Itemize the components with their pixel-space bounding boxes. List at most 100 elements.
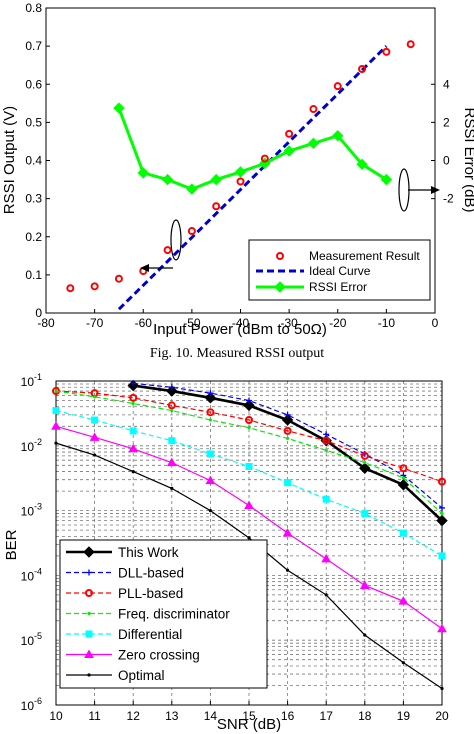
rssi-y-tick-label: 0: [35, 306, 42, 320]
measurement-point: [358, 65, 367, 73]
output-axis-arrowhead: [140, 264, 149, 272]
rssi-y-tick-label: 0.7: [25, 39, 42, 53]
measurement-point: [260, 154, 269, 163]
ber-series-point: [247, 426, 251, 430]
ber-series-point: [363, 461, 367, 465]
rssi-x-tick-label: -60: [135, 316, 153, 330]
rssi-error-point: [186, 183, 198, 195]
ber-x-tick-label: 18: [358, 709, 372, 723]
ber-legend-label: Freq. discriminator: [118, 607, 230, 622]
ber-series: [51, 379, 448, 691]
rssi-axis-ticks: -80 -70 -60 -50 -40 -30 -20 -10 000.10.20.30.40.…: [25, 1, 454, 330]
rssi-y-tick-label: 0.5: [25, 115, 42, 129]
ber-chart: 10 11 12 13 14 15 16 17 18 19 2010-610-510-410-310…: [3, 372, 449, 733]
ber-series-point: [170, 408, 174, 413]
ber-series-point: [168, 384, 175, 391]
ber-series-point: [438, 552, 446, 560]
rssi-y-tick-label: 0.1: [25, 268, 42, 282]
ber-series-point: [128, 443, 139, 453]
ber-y-tick-label-base: 10: [21, 699, 35, 713]
ber-y-tick-label-base: 10: [21, 569, 35, 583]
ber-y-tick-label-exponent: -5: [34, 631, 42, 641]
measurement-point: [187, 227, 196, 236]
rssi-y-tick-label: 0.6: [25, 77, 42, 91]
ber-series-point: [284, 411, 291, 418]
ber-x-tick-label: 11: [88, 709, 101, 723]
rssi-y2-tick-label: 2: [443, 115, 450, 129]
ber-legend-label: PLL-based: [118, 586, 183, 601]
ber-series-point: [207, 390, 214, 397]
rssi-error-point: [307, 137, 320, 150]
measurement-point: [285, 129, 294, 138]
rssi-x-tick-label: -50: [183, 316, 201, 330]
ber-legend-label: Optimal: [118, 668, 165, 683]
rssi-error-point: [234, 166, 247, 178]
ber-x-tick-label: 13: [165, 709, 179, 723]
ber-series-point: [131, 401, 135, 406]
ber-series-point: [246, 397, 252, 404]
ber-series-point: [243, 399, 255, 412]
ber-series-point: [281, 414, 294, 426]
measurement-point: [382, 47, 391, 56]
ideal-curve-line: [117, 45, 388, 311]
ber-y-tick-label-base: 10: [21, 440, 35, 454]
ber-series-point: [321, 553, 332, 563]
ber-legend-label: DLL-based: [118, 566, 184, 581]
ber-legend-marker: [86, 569, 92, 576]
measurement-point: [309, 105, 318, 114]
ber-x-tick-label: 14: [204, 709, 218, 723]
ber-series-point: [282, 528, 293, 537]
ber-legend-marker: [83, 546, 95, 558]
ber-x-axis-label: SNR (dB): [217, 716, 281, 733]
ber-x-tick-label: 20: [435, 709, 449, 723]
rssi-y-tick-label: 0.4: [25, 154, 42, 168]
ber-y-tick-label-base: 10: [21, 634, 35, 648]
ber-series-point: [93, 395, 97, 399]
rssi-chart: -80 -70 -60 -50 -40 -30 -20 -10 000.10.20.30.40.…: [1, 1, 474, 338]
rssi-error-point: [210, 173, 222, 186]
ber-series-point: [54, 441, 58, 445]
ber-y-tick-label-exponent: -1: [34, 372, 42, 382]
ber-series-point: [131, 469, 135, 474]
error-axis-ellipse: [398, 168, 410, 212]
ber-series-point: [286, 568, 290, 572]
ber-series-point: [439, 504, 445, 511]
ber-series-point: [51, 421, 61, 430]
ber-series-point: [440, 686, 444, 691]
ber-series-point: [166, 385, 178, 397]
ber-series-point: [206, 408, 215, 417]
rssi-x-tick-label: -70: [86, 316, 104, 330]
ber-series-point: [130, 380, 137, 387]
ber-x-tick-label: 19: [397, 709, 411, 723]
ber-legend-label: This Work: [118, 545, 179, 560]
ber-axis-ticks: 10 11 12 13 14 15 16 17 18 19 2010-610-510-410-310…: [21, 372, 449, 723]
ber-series-point: [363, 633, 367, 637]
measurement-point: [66, 284, 75, 293]
ber-x-tick-label: 17: [320, 709, 334, 723]
ber-y-tick-label-exponent: -6: [34, 696, 42, 706]
rssi-error-point: [380, 173, 393, 186]
measurement-point: [114, 274, 123, 283]
ber-series-point: [89, 432, 100, 441]
ber-series-point: [360, 451, 369, 460]
rssi-y2-tick-label: 4: [443, 77, 450, 91]
rssi-x-axis-label: Input Power (dBm to 50Ω): [153, 321, 327, 338]
ber-x-tick-label: 15: [242, 709, 256, 723]
rssi-legend-marker: [276, 252, 284, 260]
ber-legend-marker: [85, 630, 93, 638]
ber-series-point: [168, 437, 176, 445]
ber-series-point: [440, 511, 444, 516]
ber-series-point: [170, 486, 174, 491]
ber-series-point: [206, 450, 214, 458]
rssi-x-tick-label: 0: [432, 316, 439, 330]
ber-series-point: [322, 495, 330, 503]
rssi-legend-marker: [274, 281, 286, 293]
ber-series-point: [52, 407, 60, 415]
rssi-x-tick-label: -80: [37, 316, 55, 330]
ber-series-line: [133, 382, 443, 509]
ber-y-tick-label-exponent: -4: [34, 566, 42, 576]
ber-series-point: [324, 593, 328, 597]
